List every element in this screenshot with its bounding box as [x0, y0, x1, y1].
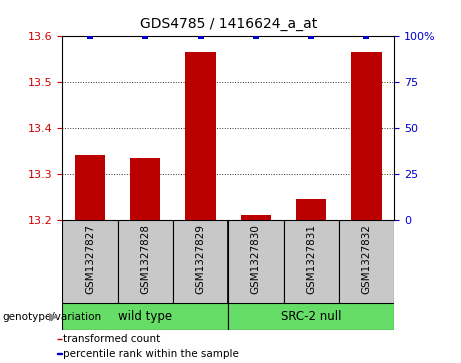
Text: GSM1327831: GSM1327831 — [306, 224, 316, 294]
Text: GSM1327828: GSM1327828 — [140, 224, 150, 294]
Bar — [296, 199, 326, 220]
Bar — [75, 155, 105, 220]
Bar — [57, 353, 62, 354]
Text: GSM1327829: GSM1327829 — [195, 224, 206, 294]
Bar — [173, 220, 228, 303]
Bar — [351, 52, 382, 220]
Text: wild type: wild type — [118, 310, 172, 323]
Text: ▶: ▶ — [49, 312, 58, 322]
Point — [197, 33, 204, 39]
Bar — [284, 220, 339, 303]
Bar — [118, 220, 173, 303]
Text: genotype/variation: genotype/variation — [2, 312, 101, 322]
Text: transformed count: transformed count — [63, 334, 160, 344]
Text: GSM1327832: GSM1327832 — [361, 224, 372, 294]
Bar — [339, 220, 394, 303]
Bar — [241, 215, 271, 220]
Bar — [228, 303, 394, 330]
Text: SRC-2 null: SRC-2 null — [281, 310, 342, 323]
Text: GSM1327830: GSM1327830 — [251, 224, 261, 294]
Title: GDS4785 / 1416624_a_at: GDS4785 / 1416624_a_at — [140, 17, 317, 31]
Text: GSM1327827: GSM1327827 — [85, 224, 95, 294]
Bar — [62, 220, 118, 303]
Bar — [62, 303, 228, 330]
Text: percentile rank within the sample: percentile rank within the sample — [63, 349, 239, 359]
Point — [86, 33, 94, 39]
Point — [142, 33, 149, 39]
Bar — [130, 158, 160, 220]
Bar — [228, 220, 284, 303]
Point — [252, 33, 260, 39]
Point — [307, 33, 315, 39]
Point — [363, 33, 370, 39]
Bar — [185, 52, 216, 220]
